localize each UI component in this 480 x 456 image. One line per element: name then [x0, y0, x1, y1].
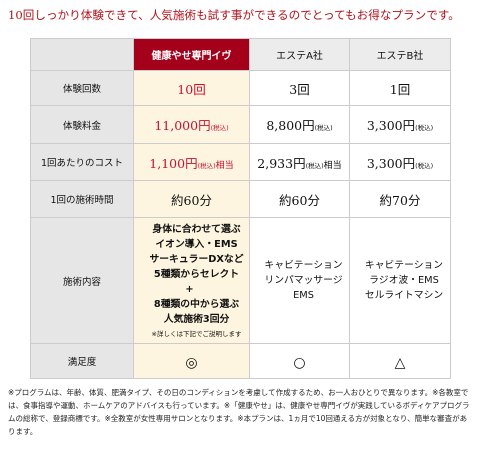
plus-sign: + — [185, 284, 194, 295]
tax-included-note: (税込) — [415, 161, 434, 170]
eve-trial-count-cell: 10回 — [133, 70, 250, 106]
price-value: 8,800円 — [266, 118, 315, 133]
salon-b-satisfaction-cell: △ — [349, 343, 451, 379]
duration-value: 約60分 — [171, 192, 212, 208]
salon-b-cost-per-session-cell: 3,300円(税込) — [349, 143, 451, 181]
trial-count-value: 3回 — [289, 81, 310, 97]
treatment-line: サーキュラーDXなど — [149, 254, 244, 265]
header-row: 健康やせ専門イヴ エステA社 エステB社 — [30, 38, 451, 71]
equivalent-suffix: 相当 — [323, 160, 342, 171]
eve-session-duration-cell: 約60分 — [133, 180, 250, 218]
table-row: 満足度 ◎ ○ △ — [30, 343, 451, 379]
eve-treatment-contents-cell: 身体に合わせて選ぶ イオン導入・EMS サーキュラーDXなど 5種類からセレクト… — [133, 217, 250, 344]
table-row: 1回あたりのコスト 1,100円(税込)相当 2,933円(税込)相当 3,30… — [30, 143, 451, 181]
table-row: 体験料金 11,000円(税込) 8,800円(税込) 3,300円(税込) — [30, 105, 451, 144]
cost-value: 2,933円 — [257, 155, 306, 171]
row-label-trial-price: 体験料金 — [30, 105, 134, 144]
treatment-line: イオン導入・EMS — [155, 239, 238, 250]
column-header-eve: 健康やせ専門イヴ — [133, 38, 250, 71]
row-label-treatment-contents: 施術内容 — [30, 217, 134, 344]
salon-a-session-duration-cell: 約60分 — [249, 180, 350, 218]
duration-value: 約70分 — [379, 192, 421, 208]
comparison-table: 健康やせ専門イヴ エステA社 エステB社 体験回数 10回 3回 1回 体験料金… — [30, 38, 451, 379]
tax-included-note: (税込) — [314, 124, 333, 132]
tax-included-note: (税込) — [305, 161, 324, 170]
row-label-trial-count: 体験回数 — [30, 70, 134, 106]
salon-b-trial-count-cell: 1回 — [349, 70, 451, 106]
table-row: 施術内容 身体に合わせて選ぶ イオン導入・EMS サーキュラーDXなど 5種類か… — [30, 217, 451, 344]
tax-included-note: (税込) — [210, 124, 229, 132]
column-header-salon-b: エステB社 — [349, 38, 451, 71]
tax-included-note: (税込) — [415, 124, 434, 132]
eve-satisfaction-cell: ◎ — [133, 343, 250, 379]
salon-a-treatment-contents-cell: キャビテーション リンパマッサージ EMS — [249, 217, 350, 344]
triangle-icon: △ — [394, 354, 406, 371]
row-label-cost-per-session: 1回あたりのコスト — [30, 143, 134, 181]
treatment-list: キャビテーション ラジオ波・EMS セルライトマシン — [351, 258, 450, 303]
details-note: ※詳しくは下記でご説明します — [151, 330, 242, 338]
tax-included-note: (税込) — [197, 161, 216, 170]
trial-count-value: 10回 — [177, 81, 206, 97]
duration-value: 約60分 — [279, 192, 320, 208]
cost-value: 3,300円 — [366, 155, 416, 171]
salon-a-cost-per-session-cell: 2,933円(税込)相当 — [249, 143, 350, 181]
salon-a-trial-price-cell: 8,800円(税込) — [249, 105, 350, 144]
page-heading: 10回しっかり体験できて、人気施術も試す事ができるのでとってもお得なプランです。 — [8, 8, 460, 22]
treatment-line: 5種類からセレクト — [153, 269, 240, 280]
header-corner-cell — [30, 38, 134, 71]
treatment-line: 8種類の中から選ぶ — [153, 299, 240, 310]
footnote-text: ※プログラムは、年齢、体質、肥満タイプ、その日のコンディションを考慮して作成する… — [8, 388, 470, 436]
treatment-line: キャビテーション — [264, 260, 343, 271]
treatment-line: 身体に合わせて選ぶ — [152, 224, 241, 235]
cost-value: 1,100円 — [149, 155, 198, 171]
treatment-line: リンパマッサージ — [264, 275, 343, 286]
column-header-salon-a: エステA社 — [249, 38, 350, 71]
trial-count-value: 1回 — [389, 81, 411, 97]
row-label-satisfaction: 満足度 — [30, 343, 134, 379]
treatment-line: 人気施術3回分 — [163, 314, 230, 325]
salon-b-session-duration-cell: 約70分 — [349, 180, 451, 218]
salon-a-satisfaction-cell: ○ — [249, 343, 350, 379]
salon-a-trial-count-cell: 3回 — [249, 70, 350, 106]
treatment-line: キャビテーション — [364, 260, 444, 271]
table-row: 体験回数 10回 3回 1回 — [30, 70, 451, 106]
eve-trial-price-cell: 11,000円(税込) — [133, 105, 250, 144]
price-value: 3,300円 — [366, 118, 416, 133]
price-value: 11,000円 — [154, 118, 211, 133]
treatment-list: キャビテーション リンパマッサージ EMS — [251, 258, 349, 303]
salon-b-trial-price-cell: 3,300円(税込) — [349, 105, 451, 144]
treatment-line: ラジオ波・EMS — [369, 275, 439, 286]
equivalent-suffix: 相当 — [215, 160, 234, 171]
double-circle-icon: ◎ — [185, 354, 198, 371]
salon-b-treatment-contents-cell: キャビテーション ラジオ波・EMS セルライトマシン — [349, 217, 451, 344]
table-row: 1回の施術時間 約60分 約60分 約70分 — [30, 180, 451, 218]
treatment-line: セルライトマシン — [364, 290, 444, 301]
eve-cost-per-session-cell: 1,100円(税込)相当 — [133, 143, 250, 181]
row-label-session-duration: 1回の施術時間 — [30, 180, 134, 218]
circle-icon: ○ — [293, 354, 306, 371]
treatment-line: EMS — [293, 290, 314, 301]
treatment-list: 身体に合わせて選ぶ イオン導入・EMS サーキュラーDXなど 5種類からセレクト… — [135, 222, 249, 339]
